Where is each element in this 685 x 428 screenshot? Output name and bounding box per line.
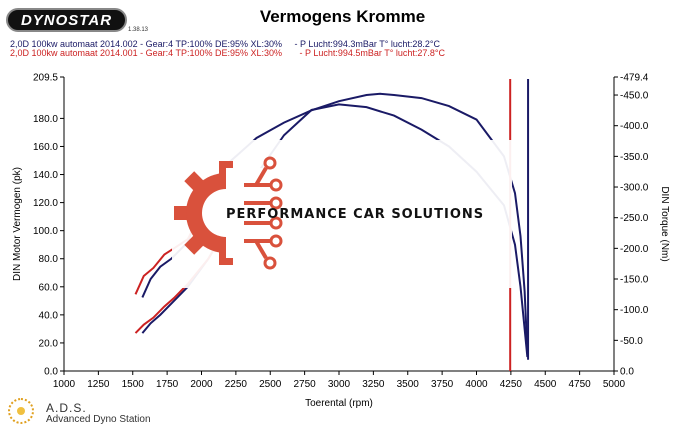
y2-tick-label: -50.0: [620, 336, 643, 347]
y-tick-label: 60.0: [39, 282, 59, 293]
y2-tick-label: 0.0: [620, 367, 634, 378]
footer-name: A.D.S.: [46, 401, 87, 415]
y2-tick-label: -450.0: [620, 91, 649, 102]
y2-tick-label: -250.0: [620, 213, 649, 224]
x-tick-label: 3750: [431, 379, 454, 390]
x-tick-label: 3000: [328, 379, 351, 390]
x-tick-label: 2250: [225, 379, 248, 390]
footer-subtitle: Advanced Dyno Station: [46, 414, 151, 425]
y-tick-label: 209.5: [33, 73, 58, 84]
y2-tick-label: -200.0: [620, 244, 649, 255]
x-tick-label: 3500: [397, 379, 420, 390]
y-tick-label: 20.0: [39, 338, 59, 349]
y-tick-label: 80.0: [39, 254, 59, 265]
y2-tick-label: -300.0: [620, 183, 649, 194]
x-tick-label: 2500: [259, 379, 282, 390]
x-tick-label: 1250: [87, 379, 110, 390]
x-tick-label: 3250: [362, 379, 385, 390]
y2-tick-label: -150.0: [620, 275, 649, 286]
gear-logo-icon: [174, 156, 286, 270]
x-axis-label: Toerental (rpm): [305, 398, 373, 409]
y2-axis-label: DIN Torque (Nm): [659, 186, 670, 261]
y2-tick-label: -479.4: [620, 73, 649, 84]
x-tick-label: 2750: [294, 379, 317, 390]
ads-logo-icon: [8, 398, 34, 424]
y-tick-label: 100.0: [33, 226, 58, 237]
run-label-2: 2,0D 100kw automaat 2014.001 - Gear:4 TP…: [10, 48, 445, 58]
y-tick-label: 40.0: [39, 310, 59, 321]
y-tick-label: 120.0: [33, 198, 58, 209]
x-tick-label: 4750: [569, 379, 592, 390]
y-axis-label: DIN Motor Vermogen (pk): [12, 167, 23, 281]
y2-tick-label: -350.0: [620, 152, 649, 163]
y-tick-label: 160.0: [33, 142, 58, 153]
watermark-text: PERFORMANCE CAR SOLUTIONS: [226, 207, 484, 222]
y-tick-label: 140.0: [33, 170, 58, 181]
x-tick-label: 1500: [122, 379, 145, 390]
x-tick-label: 2000: [190, 379, 213, 390]
y2-tick-label: -100.0: [620, 305, 649, 316]
x-tick-label: 5000: [603, 379, 626, 390]
y2-tick-label: -400.0: [620, 121, 649, 132]
logo-text: DYNOSTAR: [20, 12, 113, 29]
y-tick-label: 0.0: [44, 367, 58, 378]
x-tick-label: 4000: [465, 379, 488, 390]
chart-title: Vermogens Kromme: [259, 7, 426, 26]
x-tick-label: 1000: [53, 379, 76, 390]
y-tick-label: 180.0: [33, 114, 58, 125]
x-tick-label: 4250: [500, 379, 523, 390]
logo-version: 1.38.13: [128, 27, 149, 33]
run-label-1: 2,0D 100kw automaat 2014.002 - Gear:4 TP…: [10, 39, 440, 49]
x-tick-label: 4500: [534, 379, 557, 390]
dynostar-logo: DYNOSTAR: [6, 8, 127, 32]
x-tick-label: 1750: [156, 379, 179, 390]
